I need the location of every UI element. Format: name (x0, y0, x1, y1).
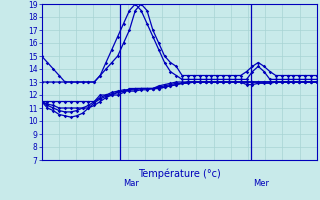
Text: Mer: Mer (253, 179, 269, 188)
Text: Mar: Mar (123, 179, 139, 188)
X-axis label: Température (°c): Température (°c) (138, 168, 220, 179)
